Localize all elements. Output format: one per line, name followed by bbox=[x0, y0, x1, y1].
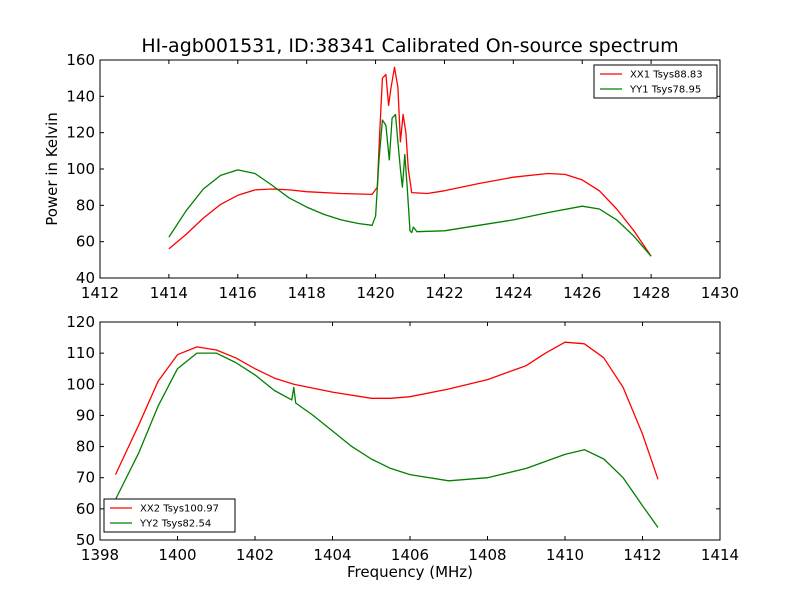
y-tick-label: 70 bbox=[76, 469, 95, 487]
y-tick-label: 40 bbox=[76, 269, 95, 287]
y-tick-label: 120 bbox=[66, 124, 95, 142]
legend: XX1 Tsys88.83 YY1 Tsys78.95 bbox=[593, 64, 718, 99]
y-tick-label: 140 bbox=[66, 87, 95, 105]
x-tick-label: 1412 bbox=[81, 284, 119, 302]
series-line-yy1 bbox=[168, 113, 652, 257]
x-tick-label: 1404 bbox=[313, 546, 351, 564]
legend-label: XX1 Tsys88.83 bbox=[630, 70, 703, 81]
x-tick-label: 1418 bbox=[288, 284, 326, 302]
series-line-xx1 bbox=[168, 66, 652, 257]
y-tick-label: 50 bbox=[76, 531, 95, 549]
x-tick-label: 1402 bbox=[236, 546, 274, 564]
x-tick-label: 1430 bbox=[701, 284, 739, 302]
x-tick-label: 1420 bbox=[356, 284, 394, 302]
y-tick-label: 90 bbox=[76, 406, 95, 424]
x-axis-label: Frequency (MHz) bbox=[347, 563, 473, 581]
x-tick-label: 1416 bbox=[219, 284, 257, 302]
x-tick-label: 1408 bbox=[468, 546, 506, 564]
top-plot-panel: 1412 1414 1416 1418 1420 1422 1424 1426 1428 1430… bbox=[66, 51, 739, 302]
y-tick-label: 100 bbox=[66, 160, 95, 178]
legend: XX2 Tsys100.97 YY2 Tsys82.54 bbox=[103, 498, 236, 533]
chart-title: HI-agb001531, ID:38341 Calibrated On-sou… bbox=[141, 35, 678, 57]
x-tick-label: 1410 bbox=[546, 546, 584, 564]
x-tick-label: 1424 bbox=[494, 284, 532, 302]
x-tick-label: 1422 bbox=[425, 284, 463, 302]
y-axis-label: Power in Kelvin bbox=[43, 112, 61, 226]
y-tick-label: 110 bbox=[66, 344, 95, 362]
x-tick-label: 1414 bbox=[701, 546, 739, 564]
x-tick-label: 1412 bbox=[623, 546, 661, 564]
legend-label: XX2 Tsys100.97 bbox=[140, 504, 219, 515]
legend-label: YY1 Tsys78.95 bbox=[629, 85, 701, 96]
x-tick-label: 1414 bbox=[150, 284, 188, 302]
y-tick-label: 100 bbox=[66, 375, 95, 393]
y-tick-label: 60 bbox=[76, 233, 95, 251]
series-line-xx2 bbox=[114, 341, 659, 480]
y-tick-label: 60 bbox=[76, 500, 95, 518]
x-tick-label: 1426 bbox=[563, 284, 601, 302]
y-tick-label: 160 bbox=[66, 51, 95, 69]
bottom-plot-panel: 1398 1400 1402 1404 1406 1408 1410 1412 1414 50 60… bbox=[66, 313, 739, 564]
x-tick-label: 1400 bbox=[158, 546, 196, 564]
series-line-yy2 bbox=[114, 352, 659, 528]
x-tick-label: 1406 bbox=[391, 546, 429, 564]
x-tick-label: 1398 bbox=[81, 546, 119, 564]
y-tick-label: 80 bbox=[76, 438, 95, 456]
y-tick-label: 80 bbox=[76, 196, 95, 214]
y-tick-label: 120 bbox=[66, 313, 95, 331]
x-tick-label: 1428 bbox=[632, 284, 670, 302]
legend-label: YY2 Tsys82.54 bbox=[139, 519, 211, 530]
